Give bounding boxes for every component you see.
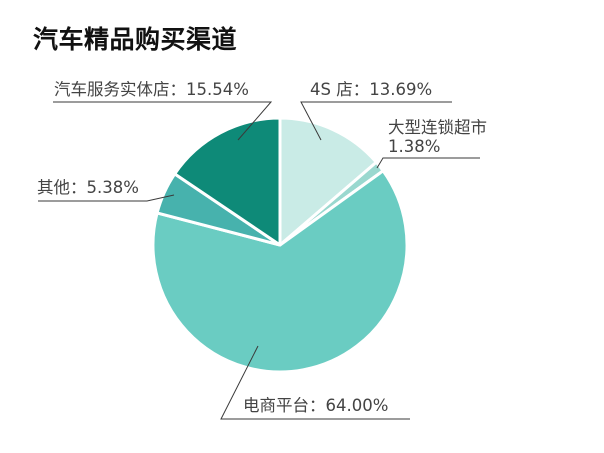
slice-ecommerce xyxy=(151,169,409,374)
leader-line-service-store xyxy=(53,101,273,141)
label-service-store: 汽车服务实体店：15.54% xyxy=(54,80,249,99)
label-4s-store: 4S 店：13.69% xyxy=(310,80,433,99)
leader-line-other xyxy=(38,194,175,202)
label-other: 其他：5.38% xyxy=(37,178,139,197)
slice-4s-store xyxy=(278,116,378,247)
label-supermarket-name: 大型连锁超市 xyxy=(388,118,487,137)
slice-service-store xyxy=(173,116,282,247)
label-ecommerce: 电商平台：64.00% xyxy=(243,396,389,415)
leader-line-ecommerce xyxy=(220,345,410,420)
label-supermarket-value: 1.38% xyxy=(388,137,441,156)
chart-title: 汽车精品购买渠道 xyxy=(33,25,238,54)
leader-line-4s-store xyxy=(300,101,452,141)
leader-line-supermarket xyxy=(376,157,480,169)
